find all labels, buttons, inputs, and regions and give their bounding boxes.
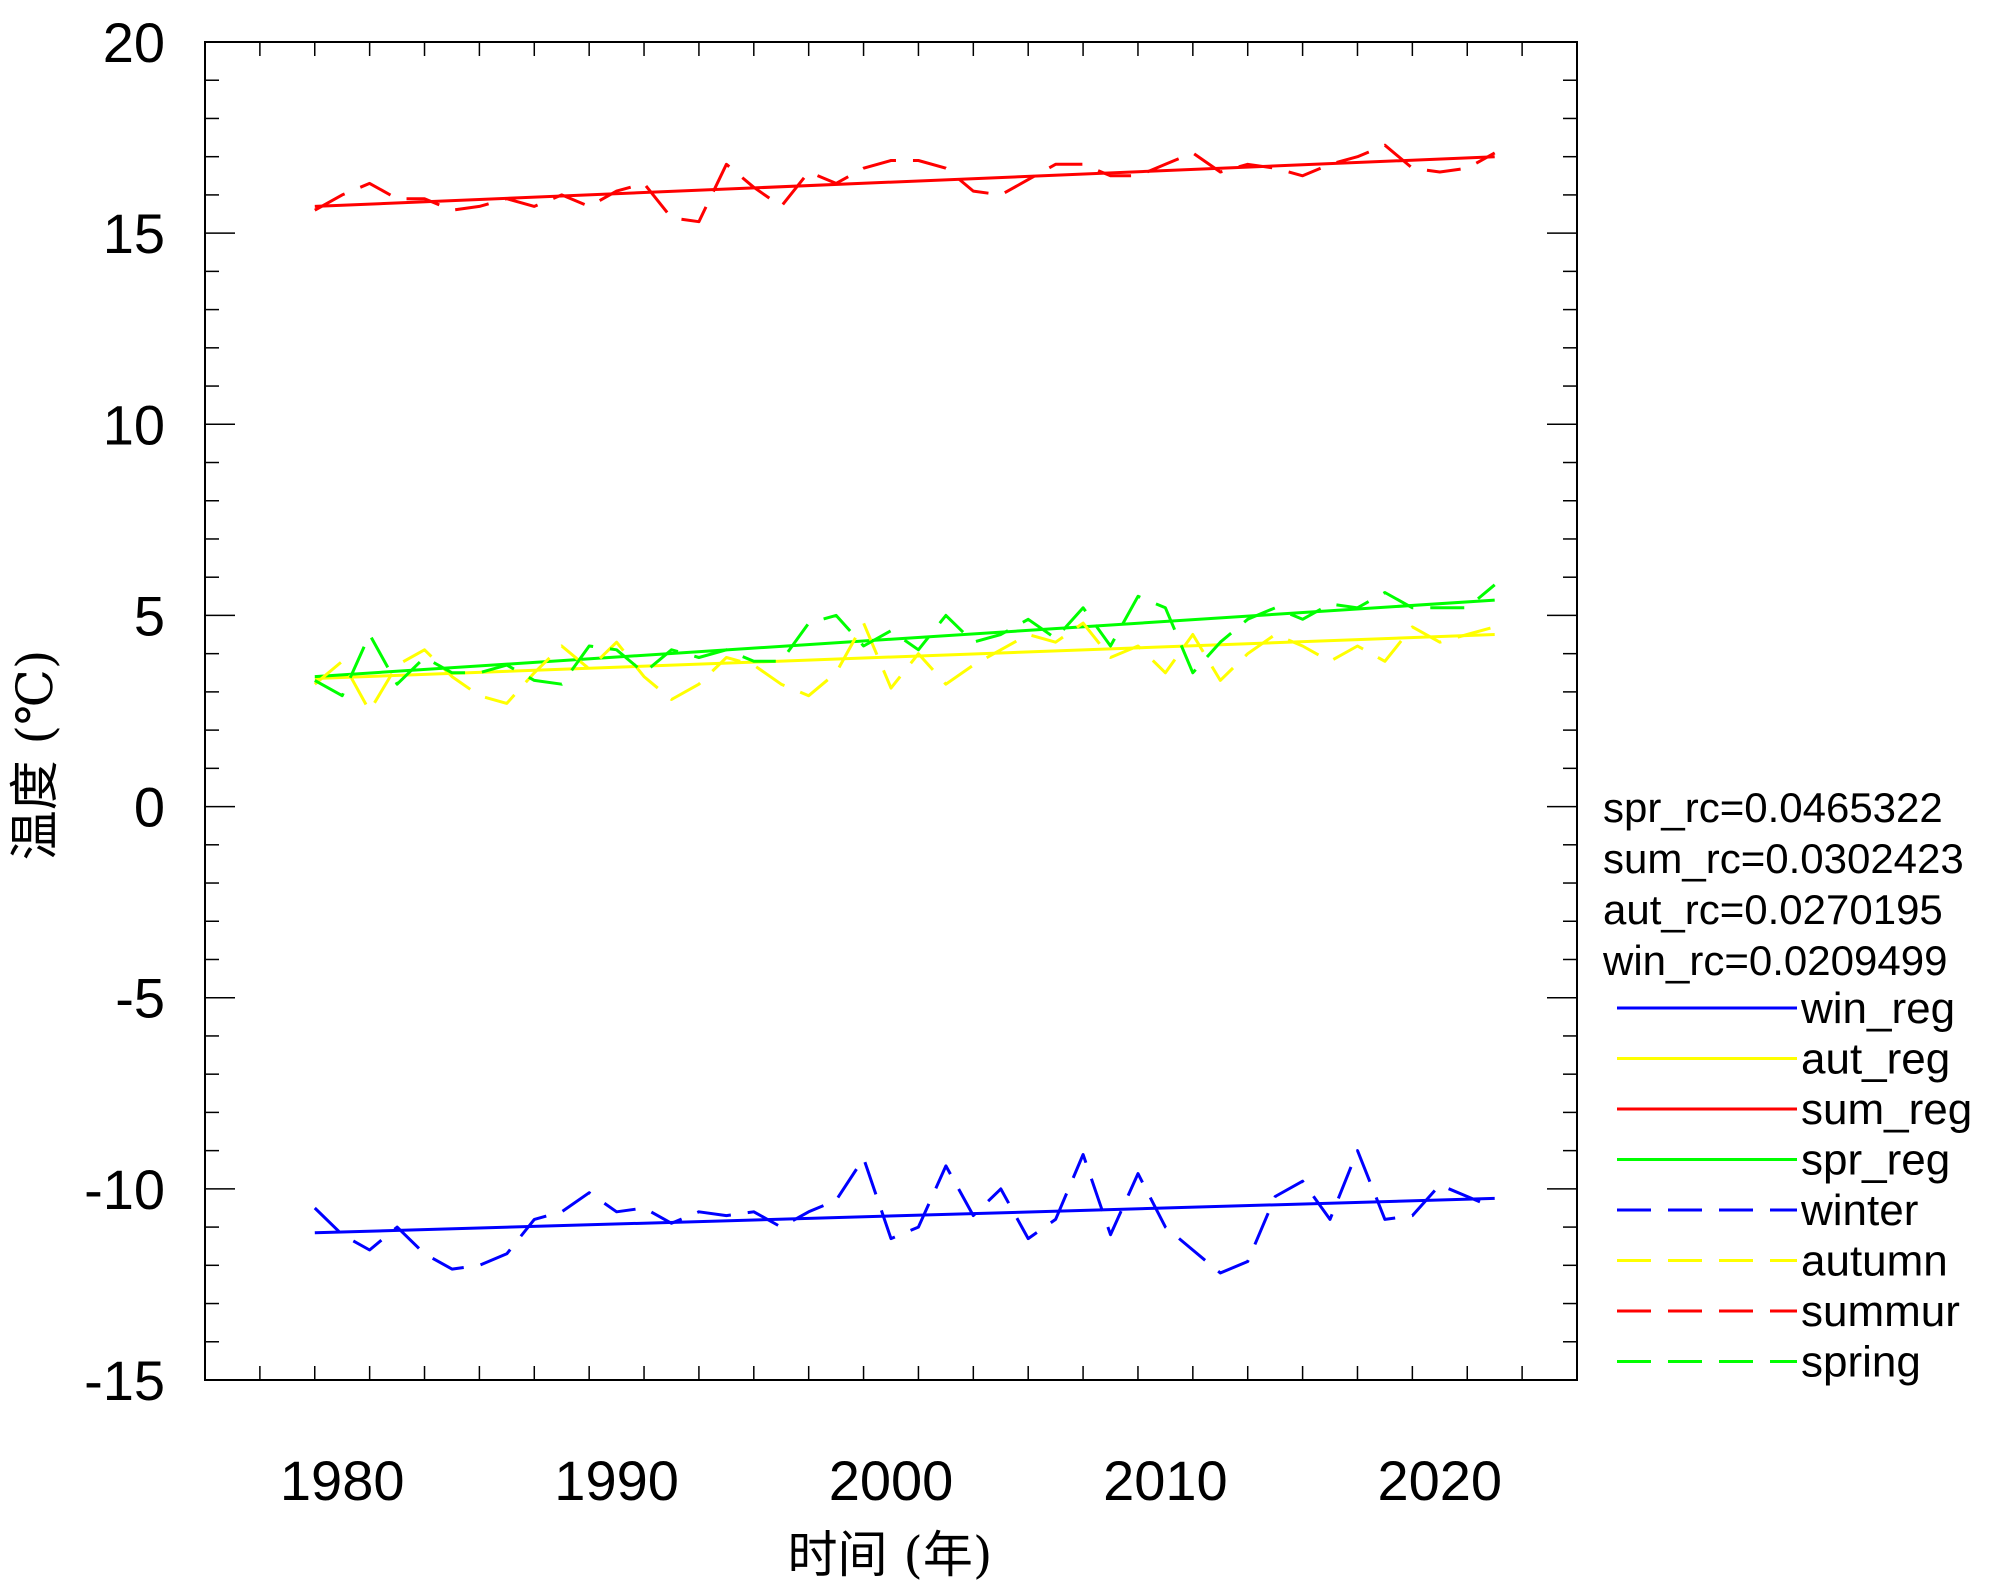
x-tick-label: 1980 bbox=[280, 1449, 405, 1512]
y-tick-label: 10 bbox=[103, 393, 165, 456]
legend-item: autumn bbox=[1617, 1237, 1948, 1286]
legend-label: win_reg bbox=[1800, 984, 1955, 1033]
series-spr-reg bbox=[314, 598, 1495, 679]
rc-annotation: sum_rc=0.0302423 bbox=[1603, 835, 1964, 882]
x-tick-label: 2020 bbox=[1378, 1449, 1503, 1512]
plot-frame bbox=[204, 41, 1578, 1381]
legend-label: spr_reg bbox=[1801, 1136, 1950, 1185]
series-autumn bbox=[313, 621, 1496, 713]
legend-item: sum_reg bbox=[1617, 1085, 1972, 1134]
x-tick-label: 1990 bbox=[554, 1449, 679, 1512]
y-tick-label: -10 bbox=[84, 1158, 165, 1221]
y-tick-label: 5 bbox=[134, 584, 165, 647]
legend-label: autumn bbox=[1801, 1237, 1948, 1286]
y-tick-label: -15 bbox=[84, 1349, 165, 1412]
y-axis-tick-labels: -15 -10 -5 0 5 10 15 20 bbox=[84, 11, 165, 1412]
series-winter bbox=[313, 1149, 1496, 1275]
legend-item: win_reg bbox=[1617, 984, 1955, 1033]
y-tick-label: 20 bbox=[103, 11, 165, 74]
rc-annotation: aut_rc=0.0270195 bbox=[1603, 886, 1943, 933]
legend-label: aut_reg bbox=[1801, 1035, 1950, 1084]
x-tick-label: 2010 bbox=[1103, 1449, 1228, 1512]
series-aut-reg bbox=[314, 633, 1495, 680]
legend-item: winter bbox=[1617, 1186, 1918, 1235]
axis-ticks bbox=[204, 41, 1578, 1381]
series-sum-reg bbox=[314, 155, 1495, 208]
regression-coefficient-annotations: spr_rc=0.0465322sum_rc=0.0302423aut_rc=0… bbox=[1602, 784, 1964, 984]
legend-label: winter bbox=[1800, 1186, 1918, 1235]
legend-item: summur bbox=[1617, 1287, 1960, 1336]
x-tick-label: 2000 bbox=[829, 1449, 954, 1512]
legend: win_regaut_regsum_regspr_regwinterautumn… bbox=[1617, 984, 1972, 1387]
rc-annotation: spr_rc=0.0465322 bbox=[1603, 784, 1943, 831]
legend-label: summur bbox=[1801, 1287, 1960, 1336]
y-axis-title: 温度 (℃) bbox=[6, 650, 64, 861]
legend-label: sum_reg bbox=[1801, 1085, 1972, 1134]
series-win-reg bbox=[314, 1196, 1495, 1235]
legend-item: spring bbox=[1617, 1338, 1921, 1387]
rc-annotation: win_rc=0.0209499 bbox=[1602, 937, 1947, 984]
x-axis-title: 时间 (年) bbox=[788, 1526, 993, 1584]
legend-label: spring bbox=[1801, 1338, 1921, 1387]
x-axis-tick-labels: 1980 1990 2000 2010 2020 bbox=[280, 1449, 1502, 1512]
y-tick-label: -5 bbox=[115, 967, 165, 1030]
series-layer bbox=[313, 143, 1496, 1275]
y-tick-label: 0 bbox=[134, 776, 165, 839]
legend-item: aut_reg bbox=[1617, 1035, 1950, 1084]
series-spring bbox=[314, 583, 1496, 698]
y-tick-label: 15 bbox=[103, 202, 165, 265]
legend-item: spr_reg bbox=[1617, 1136, 1950, 1185]
series-summur bbox=[314, 143, 1496, 224]
plot-border bbox=[204, 41, 1578, 1381]
